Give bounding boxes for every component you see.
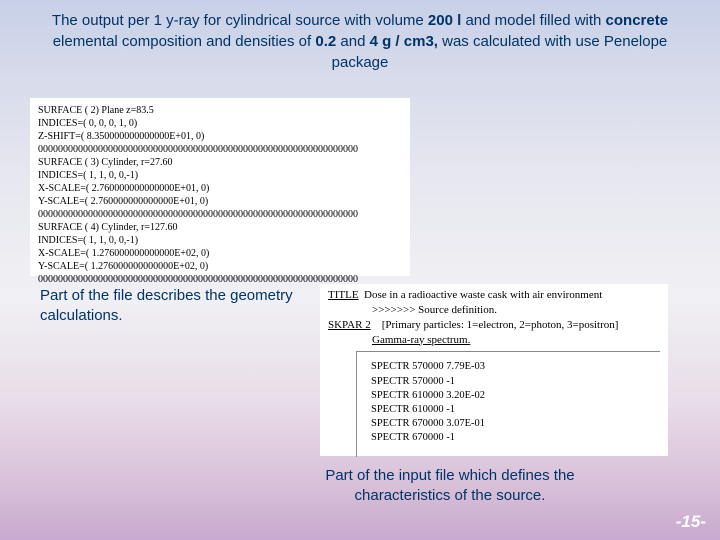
spectr-line: SPECTR 670000 3.07E-01 (371, 417, 660, 431)
input-skpar-line: SKPAR 2 [Primary particles: 1=electron, … (328, 318, 660, 333)
input-file-header: TITLE Dose in a radioactive waste cask w… (320, 284, 668, 349)
geom-line: INDICES=( 0, 0, 0, 1, 0) (38, 117, 402, 130)
geom-line: SURFACE ( 3) Cylinder, r=27.60 (38, 156, 402, 169)
geom-line: SURFACE ( 2) Plane z=83.5 (38, 104, 402, 117)
geom-line: Y-SCALE=( 2.760000000000000E+01, 0) (38, 195, 402, 208)
geom-line: 0000000000000000000000000000000000000000… (38, 208, 402, 221)
page-number: -15- (676, 512, 706, 532)
slide: The output per 1 y-ray for cylindrical s… (0, 0, 720, 540)
spectr-line: SPECTR 610000 3.20E-02 (371, 389, 660, 403)
geom-line: INDICES=( 1, 1, 0, 0,-1) (38, 234, 402, 247)
slide-title: The output per 1 y-ray for cylindrical s… (30, 10, 690, 73)
input-caption: Part of the input file which defines the… (280, 466, 620, 507)
geom-line: X-SCALE=( 2.760000000000000E+01, 0) (38, 182, 402, 195)
input-gamma-line: Gamma-ray spectrum. (328, 333, 660, 348)
geom-line: Z-SHIFT=( 8.350000000000000E+01, 0) (38, 130, 402, 143)
geom-line: Y-SCALE=( 1.276000000000000E+02, 0) (38, 260, 402, 273)
spectr-line: SPECTR 570000 7.79E-03 (371, 360, 660, 374)
spectr-line: SPECTR 670000 -1 (371, 431, 660, 445)
geometry-file-box: SURFACE ( 2) Plane z=83.5INDICES=( 0, 0,… (30, 98, 410, 276)
geom-line: SURFACE ( 4) Cylinder, r=127.60 (38, 221, 402, 234)
input-title-line: TITLE Dose in a radioactive waste cask w… (328, 288, 660, 303)
input-source-def: >>>>>>> Source definition. (328, 303, 660, 318)
spectr-line: SPECTR 610000 -1 (371, 403, 660, 417)
geometry-caption: Part of the file describes the geometry … (40, 286, 300, 327)
input-spectr-frame: SPECTR 570000 7.79E-03SPECTR 570000 -1SP… (356, 351, 660, 457)
input-file-box: TITLE Dose in a radioactive waste cask w… (320, 284, 668, 456)
geom-line: INDICES=( 1, 1, 0, 0,-1) (38, 169, 402, 182)
spectr-line: SPECTR 570000 -1 (371, 375, 660, 389)
geom-line: 0000000000000000000000000000000000000000… (38, 143, 402, 156)
geom-line: X-SCALE=( 1.276000000000000E+02, 0) (38, 247, 402, 260)
